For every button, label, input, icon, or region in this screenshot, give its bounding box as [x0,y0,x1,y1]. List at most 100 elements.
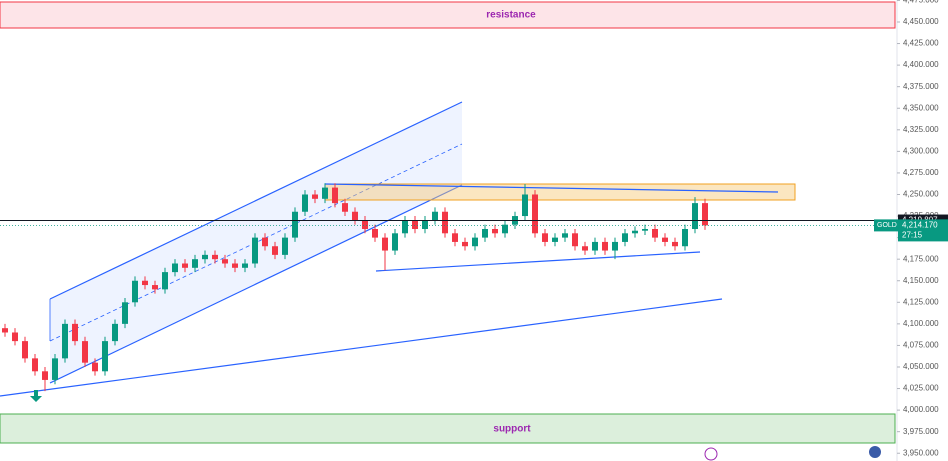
candle-body [222,259,228,264]
channel-mid-line [49,143,463,342]
candle-body [502,224,508,234]
y-tick-label: 4,025.000 [903,384,939,393]
candle-body [442,211,448,234]
candle-body [592,241,598,251]
candle-body [552,237,558,242]
candle-body [112,323,118,342]
countdown: 27:15 [902,231,923,240]
candle-body [642,228,648,231]
candle-body [482,228,488,238]
candle-body [292,211,298,238]
candle-body [622,233,628,242]
y-tick-label: 4,350.000 [903,103,939,112]
candle-body [62,323,68,359]
y-tick-label: 4,125.000 [903,297,939,306]
symbol-box [874,219,898,232]
y-tick-label: 4,175.000 [903,254,939,263]
candle-body [22,341,28,359]
y-tick-label: 4,000.000 [903,405,939,414]
candle-body [492,228,498,234]
candle-body [422,220,428,229]
candle-body [322,187,328,199]
candle-body [452,233,458,242]
candle-body [652,228,658,238]
support-zone [0,413,896,444]
trend-line [375,251,701,272]
candle-body [152,285,158,290]
candle-body [132,280,138,303]
candle-body [302,194,308,212]
candle-body [682,228,688,247]
y-tick-label: 4,475.000 [903,0,939,5]
resistance-label: resistance [486,10,536,21]
trend-line [49,101,463,300]
candle-body [232,263,238,268]
candle-body [632,230,638,234]
y-tick-label: 4,375.000 [903,82,939,91]
candle-body [702,203,708,226]
candle-body [242,263,248,268]
y-tick-label: 4,275.000 [903,168,939,177]
candle-body [372,228,378,238]
candle-body [392,233,398,251]
candle-body [342,203,348,212]
support-label: support [493,424,531,435]
candle-body [332,187,338,204]
candle-body [612,241,618,251]
candle-body [542,233,548,242]
candle-body [162,272,168,290]
trend-line [324,183,779,193]
candle-body [32,358,38,372]
resistance-zone [0,1,896,29]
candle-body [522,194,528,217]
candle-body [472,237,478,247]
current-price-label: 4,214.170 [902,221,938,230]
symbol-label: GOLD [877,222,897,229]
candle-body [582,246,588,251]
candle-body [572,233,578,247]
candle-body [12,332,18,342]
candle-body [122,302,128,324]
candle-body [272,246,278,255]
arrow-up [30,390,42,402]
trend-line [49,184,463,384]
candle-body [52,358,58,380]
candle-body [262,237,268,247]
candle-body [182,263,188,268]
candle-body [282,237,288,255]
trend-line [0,298,723,397]
candle-body [432,211,438,221]
candle-body [212,254,218,260]
y-tick-label: 4,425.000 [903,39,939,48]
candle-body [692,203,698,229]
y-tick-label: 3,950.000 [903,448,939,457]
y-tick-label: 4,050.000 [903,362,939,371]
candle-body [202,254,208,260]
y-tick-label: 4,150.000 [903,276,939,285]
candle-body [532,194,538,234]
y-tick-label: 4,325.000 [903,125,939,134]
candle-body [142,280,148,286]
candle-body [172,263,178,273]
orange-zone [324,183,796,201]
candle-body [562,233,568,238]
candle-body [672,241,678,247]
candle-body [82,341,88,363]
icon [704,447,718,461]
candle-body [382,237,388,251]
flag-icon [869,446,881,458]
candle-body [252,237,258,264]
y-tick-label: 4,075.000 [903,341,939,350]
y-tick-label: 4,250.000 [903,190,939,199]
y-tick-label: 4,450.000 [903,17,939,26]
candle-body [602,241,608,251]
candle-body [192,259,198,268]
candle-body [42,371,48,380]
current-price-box [898,219,948,242]
candle-body [352,211,358,221]
y-tick-label: 4,100.000 [903,319,939,328]
y-tick-label: 4,300.000 [903,146,939,155]
candle-body [462,241,468,247]
